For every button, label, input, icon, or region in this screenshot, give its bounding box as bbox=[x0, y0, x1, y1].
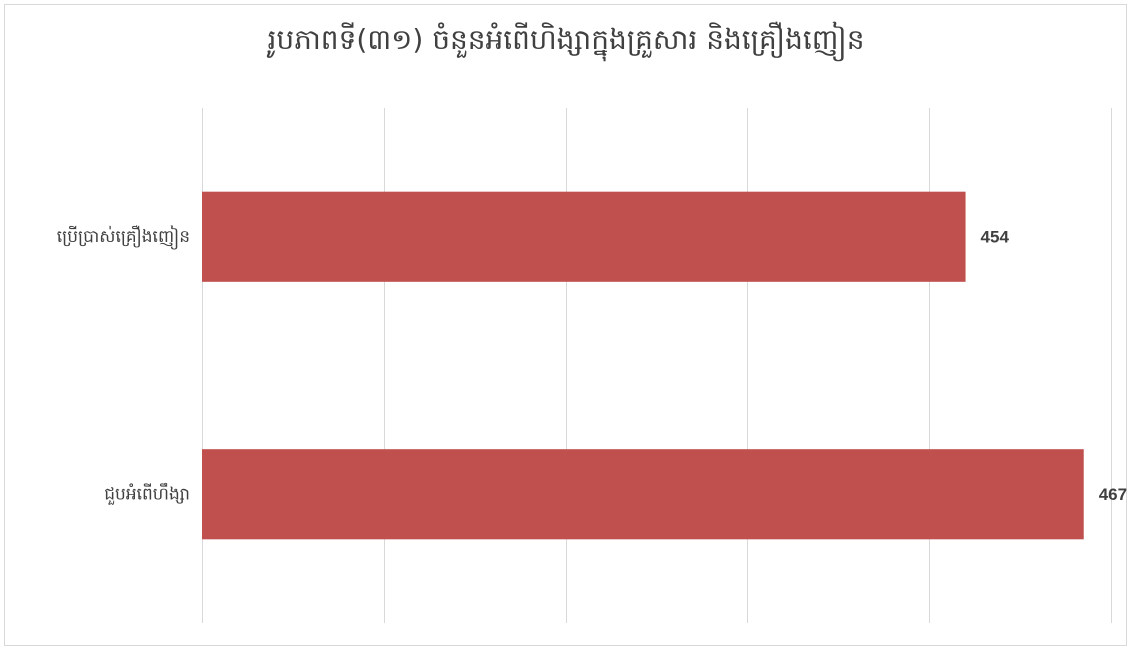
bar-1 bbox=[202, 449, 1084, 540]
bars bbox=[202, 191, 1084, 540]
chart-title: រូបភាពទី(៣១) ចំនួនអំពើហិង្សាក្នុងគ្រួសារ… bbox=[267, 23, 865, 56]
category-label-1: ជួបអំពើហឹង្សា bbox=[104, 482, 190, 505]
category-label-0: ប្រើប្រាស់គ្រឿងញៀន bbox=[57, 225, 190, 250]
labels: 454 ប្រើប្រាស់គ្រឿងញៀន 467 ជួបអំពើហឹង្សា bbox=[57, 225, 1127, 506]
bar-0 bbox=[202, 191, 966, 282]
data-label-1: 467 bbox=[1099, 485, 1127, 504]
data-label-0: 454 bbox=[981, 227, 1010, 246]
gridlines bbox=[202, 108, 1112, 623]
